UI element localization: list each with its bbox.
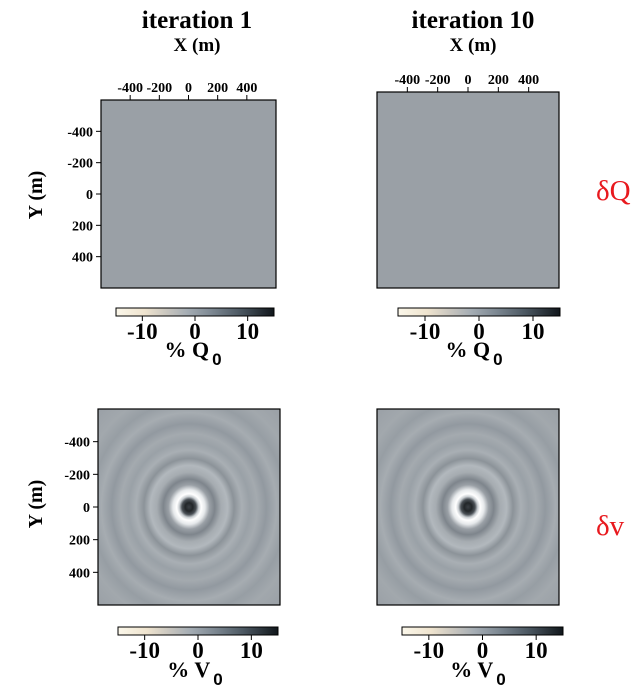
colorbar-label-subscript: 0 [212, 350, 221, 369]
x-tick-label: 400 [236, 81, 257, 96]
colorbar-label-main: % Q [445, 337, 490, 362]
colorbar-tick-label: 0 [473, 319, 485, 344]
colorbar-tick-label: 10 [522, 319, 545, 344]
colorbar [115, 307, 275, 317]
heatmap-field [377, 409, 559, 605]
x-tick-label: 400 [518, 73, 539, 88]
colorbar-label-main: % V [450, 657, 493, 682]
colorbar-tick-label: -10 [129, 638, 160, 663]
plot-frame [376, 408, 560, 606]
colorbar [397, 307, 561, 317]
y-tick-label: 0 [83, 501, 90, 516]
column-title-2: iteration 10 [411, 7, 535, 34]
colorbar-label-main: % Q [164, 337, 209, 362]
x-tick-label: -400 [117, 81, 143, 96]
row-label-dv: δv [596, 510, 625, 542]
y-tick-label: 200 [72, 219, 93, 234]
colorbar-label-subscript: 0 [213, 670, 222, 689]
colorbar-label-main: % V [167, 657, 210, 682]
y-tick-label: -400 [64, 436, 90, 451]
colorbar-tick-label: 0 [192, 638, 204, 663]
x-axis-title-2: X (m) [449, 35, 497, 56]
y-tick-label: 400 [69, 566, 90, 581]
y-tick-label: -200 [67, 157, 93, 172]
column-title-1: iteration 1 [141, 7, 253, 34]
colorbar-tick-label: 0 [477, 638, 489, 663]
colorbar-tick-label: -10 [413, 638, 444, 663]
colorbar-tick-label: 10 [236, 319, 259, 344]
y-axis-title: Y (m) [25, 480, 47, 529]
heatmap-field [98, 409, 280, 605]
colorbar [401, 626, 564, 636]
heatmap-field [377, 92, 559, 288]
x-tick-label: -400 [394, 73, 420, 88]
y-tick-label: 0 [86, 188, 93, 203]
row-label-dq: δQ [596, 175, 631, 207]
colorbar-tick-label: -10 [410, 319, 441, 344]
colorbar-label-subscript: 0 [496, 670, 505, 689]
x-tick-label: -200 [425, 73, 451, 88]
colorbar-tick-label: 10 [240, 638, 263, 663]
heatmap-field [101, 100, 276, 288]
y-axis-title: Y (m) [25, 171, 47, 220]
y-tick-label: -200 [64, 468, 90, 483]
colorbar-label-subscript: 0 [493, 350, 502, 369]
x-axis-title-1: X (m) [173, 35, 221, 56]
x-tick-label: 0 [185, 81, 192, 96]
y-tick-label: -400 [67, 125, 93, 140]
x-tick-label: 200 [488, 73, 509, 88]
x-tick-label: 200 [207, 81, 228, 96]
colorbar-tick-label: 10 [525, 638, 548, 663]
colorbar-tick-label: -10 [127, 319, 158, 344]
y-tick-label: 200 [69, 534, 90, 549]
y-tick-label: 400 [72, 251, 93, 266]
x-tick-label: -200 [146, 81, 172, 96]
colorbar [117, 626, 279, 636]
x-tick-label: 0 [465, 73, 472, 88]
colorbar-tick-label: 0 [189, 319, 201, 344]
